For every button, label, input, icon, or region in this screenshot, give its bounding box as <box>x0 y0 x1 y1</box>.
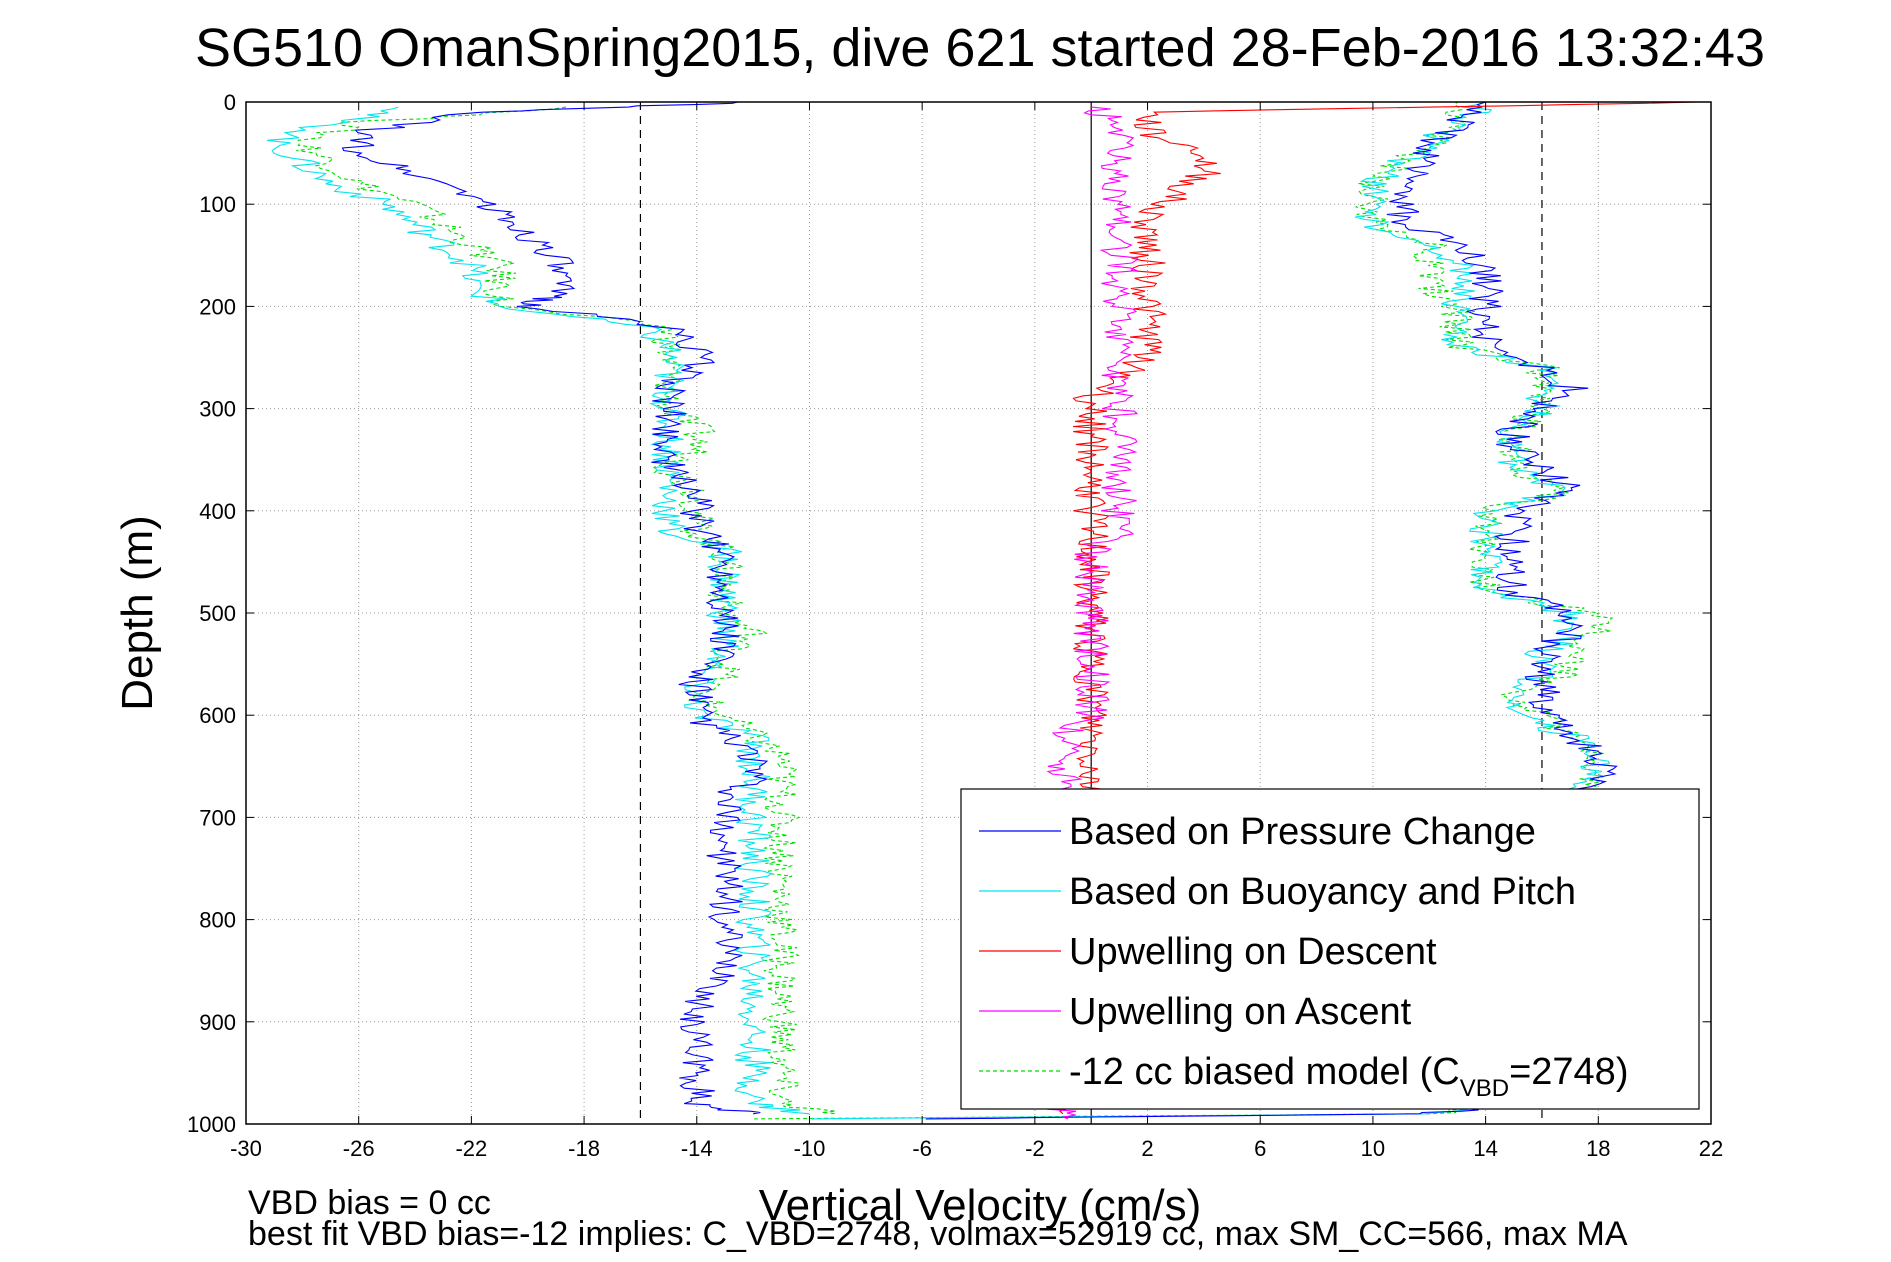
y-tick-label: 200 <box>199 294 236 319</box>
y-tick-label: 700 <box>199 805 236 830</box>
y-tick-label: 800 <box>199 908 236 933</box>
y-axis-label: Depth (m) <box>113 515 162 711</box>
x-tick-label: 10 <box>1361 1136 1385 1161</box>
legend-label-buoyancy: Based on Buoyancy and Pitch <box>1069 871 1576 913</box>
x-tick-label: 22 <box>1699 1136 1723 1161</box>
y-tick-label: 0 <box>224 90 236 115</box>
x-tick-label: -26 <box>343 1136 375 1161</box>
annotation-vbd-bias: VBD bias = 0 cc <box>248 1184 491 1222</box>
legend-box <box>960 788 1700 1110</box>
y-tick-label: 500 <box>199 601 236 626</box>
legend: Based on Pressure Change Based on Buoyanc… <box>960 788 1700 1110</box>
series-line-pressure-descent <box>341 101 769 1115</box>
x-tick-label: -18 <box>568 1136 600 1161</box>
x-axis-ticks: -30 -26 -22 -18 -14 -10 -6 -2 2 6 10 14 18 22 <box>230 102 1723 1161</box>
chart-title: SG510 OmanSpring2015, dive 621 started 2… <box>195 18 1765 78</box>
y-tick-label: 400 <box>199 499 236 524</box>
y-tick-label: 600 <box>199 703 236 728</box>
x-tick-label: 14 <box>1473 1136 1497 1161</box>
x-tick-label: -2 <box>1025 1136 1045 1161</box>
legend-label-pressure: Based on Pressure Change <box>1069 811 1536 853</box>
y-tick-label: 300 <box>199 397 236 422</box>
legend-label-ascent: Upwelling on Ascent <box>1069 991 1412 1033</box>
y-tick-label: 100 <box>199 192 236 217</box>
x-tick-label: 6 <box>1254 1136 1266 1161</box>
y-tick-label: 900 <box>199 1010 236 1035</box>
x-tick-label: -22 <box>455 1136 487 1161</box>
annotation-best-fit: best fit VBD bias=-12 implies: C_VBD=274… <box>248 1215 1628 1253</box>
x-tick-label: -30 <box>230 1136 262 1161</box>
x-tick-label: 18 <box>1586 1136 1610 1161</box>
x-tick-label: -6 <box>912 1136 932 1161</box>
y-axis-ticks: 0 100 200 300 400 500 600 700 800 900 1000 <box>187 90 1711 1137</box>
x-tick-label: -14 <box>681 1136 713 1161</box>
legend-label-descent: Upwelling on Descent <box>1069 931 1437 973</box>
y-tick-label: 1000 <box>187 1112 236 1137</box>
x-axis-label: Vertical Velocity (cm/s) <box>759 1181 1202 1230</box>
x-tick-label: -10 <box>794 1136 826 1161</box>
x-tick-label: 2 <box>1141 1136 1153 1161</box>
series-line-buoyancy-descent <box>266 106 810 1115</box>
